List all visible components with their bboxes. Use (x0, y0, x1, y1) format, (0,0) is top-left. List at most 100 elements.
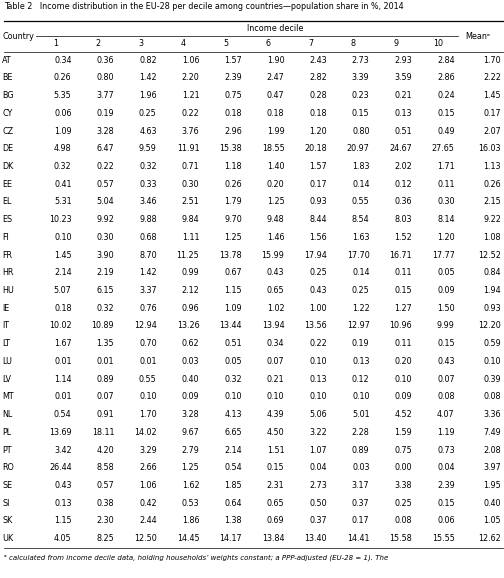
Text: 0.22: 0.22 (181, 109, 199, 118)
Text: 9.99: 9.99 (437, 321, 455, 331)
Text: 0.71: 0.71 (181, 162, 199, 171)
Text: 3.59: 3.59 (394, 73, 412, 82)
Text: 0.75: 0.75 (394, 446, 412, 454)
Text: 0.20: 0.20 (395, 357, 412, 366)
Text: 13.78: 13.78 (219, 251, 242, 260)
Text: 0.15: 0.15 (437, 499, 455, 507)
Text: 0.07: 0.07 (97, 392, 114, 401)
Text: 0.37: 0.37 (309, 517, 327, 525)
Text: ᵃ calculated from income decile data, holding households’ weights constant; a PP: ᵃ calculated from income decile data, ho… (4, 554, 388, 561)
Text: 2.44: 2.44 (139, 517, 157, 525)
Text: 0.21: 0.21 (267, 375, 284, 384)
Text: 2.39: 2.39 (224, 73, 242, 82)
Text: 5.04: 5.04 (97, 198, 114, 206)
Text: 1.70: 1.70 (483, 55, 501, 65)
Text: 2.07: 2.07 (483, 127, 501, 135)
Text: 1.99: 1.99 (267, 127, 284, 135)
Text: 0.04: 0.04 (309, 464, 327, 472)
Text: 0.32: 0.32 (224, 375, 242, 384)
Text: 5.35: 5.35 (54, 91, 72, 100)
Text: 0.84: 0.84 (483, 268, 501, 277)
Text: 17.70: 17.70 (347, 251, 369, 260)
Text: 0.10: 0.10 (483, 357, 501, 366)
Text: 0.09: 0.09 (437, 286, 455, 295)
Text: 1.22: 1.22 (352, 304, 369, 313)
Text: 4.07: 4.07 (437, 410, 455, 419)
Text: 1.25: 1.25 (224, 233, 242, 242)
Text: 1.06: 1.06 (182, 55, 199, 65)
Text: 1.57: 1.57 (309, 162, 327, 171)
Text: 9: 9 (393, 39, 399, 49)
Text: 0.67: 0.67 (224, 268, 242, 277)
Text: 10.96: 10.96 (390, 321, 412, 331)
Text: 0.34: 0.34 (54, 55, 72, 65)
Text: 2.82: 2.82 (309, 73, 327, 82)
Text: 8: 8 (351, 39, 356, 49)
Text: 0.01: 0.01 (54, 357, 72, 366)
Text: 26.44: 26.44 (49, 464, 72, 472)
Text: LT: LT (2, 339, 10, 348)
Text: 2.28: 2.28 (352, 428, 369, 437)
Text: 1.08: 1.08 (483, 233, 501, 242)
Text: 1.67: 1.67 (54, 339, 72, 348)
Text: 0.25: 0.25 (309, 268, 327, 277)
Text: 0.93: 0.93 (309, 198, 327, 206)
Text: AT: AT (2, 55, 12, 65)
Text: 0.30: 0.30 (182, 180, 199, 188)
Text: 13.40: 13.40 (304, 534, 327, 543)
Text: UK: UK (2, 534, 13, 543)
Text: 9.84: 9.84 (181, 215, 199, 224)
Text: 0.62: 0.62 (181, 339, 199, 348)
Text: 16.71: 16.71 (390, 251, 412, 260)
Text: 12.20: 12.20 (478, 321, 501, 331)
Text: 6.15: 6.15 (97, 286, 114, 295)
Text: 0.09: 0.09 (395, 392, 412, 401)
Text: 6: 6 (266, 39, 271, 49)
Text: SK: SK (2, 517, 12, 525)
Text: DE: DE (2, 144, 13, 153)
Text: 0.18: 0.18 (224, 109, 242, 118)
Text: 0.05: 0.05 (437, 268, 455, 277)
Text: 1.02: 1.02 (267, 304, 284, 313)
Text: 2.47: 2.47 (267, 73, 284, 82)
Text: 2: 2 (95, 39, 101, 49)
Text: 1.45: 1.45 (54, 251, 72, 260)
Text: 0.06: 0.06 (54, 109, 72, 118)
Text: 0.15: 0.15 (437, 339, 455, 348)
Text: DK: DK (2, 162, 13, 171)
Text: 11.91: 11.91 (177, 144, 199, 153)
Text: 3.28: 3.28 (97, 127, 114, 135)
Text: 20.97: 20.97 (347, 144, 369, 153)
Text: 1.42: 1.42 (139, 268, 157, 277)
Text: 1.46: 1.46 (267, 233, 284, 242)
Text: 0.17: 0.17 (483, 109, 501, 118)
Text: ES: ES (2, 215, 12, 224)
Text: 3.38: 3.38 (395, 481, 412, 490)
Text: 0.24: 0.24 (437, 91, 455, 100)
Text: 0.32: 0.32 (54, 162, 72, 171)
Text: LU: LU (2, 357, 12, 366)
Text: 1.83: 1.83 (352, 162, 369, 171)
Text: PL: PL (2, 428, 11, 437)
Text: 1.40: 1.40 (267, 162, 284, 171)
Text: 20.18: 20.18 (304, 144, 327, 153)
Text: 0.08: 0.08 (395, 517, 412, 525)
Text: BE: BE (2, 73, 13, 82)
Text: FI: FI (2, 233, 9, 242)
Text: 0.73: 0.73 (437, 446, 455, 454)
Text: 1.18: 1.18 (224, 162, 242, 171)
Text: 15.58: 15.58 (390, 534, 412, 543)
Text: 0.49: 0.49 (437, 127, 455, 135)
Text: 13.26: 13.26 (177, 321, 199, 331)
Text: 1.20: 1.20 (437, 233, 455, 242)
Text: 14.02: 14.02 (134, 428, 157, 437)
Text: 0.17: 0.17 (309, 180, 327, 188)
Text: 0.19: 0.19 (97, 109, 114, 118)
Text: 13.84: 13.84 (262, 534, 284, 543)
Text: Income decile: Income decile (247, 24, 303, 33)
Text: 1.15: 1.15 (224, 286, 242, 295)
Text: 0.75: 0.75 (224, 91, 242, 100)
Text: IT: IT (2, 321, 9, 331)
Text: 1.56: 1.56 (309, 233, 327, 242)
Text: 3.97: 3.97 (483, 464, 501, 472)
